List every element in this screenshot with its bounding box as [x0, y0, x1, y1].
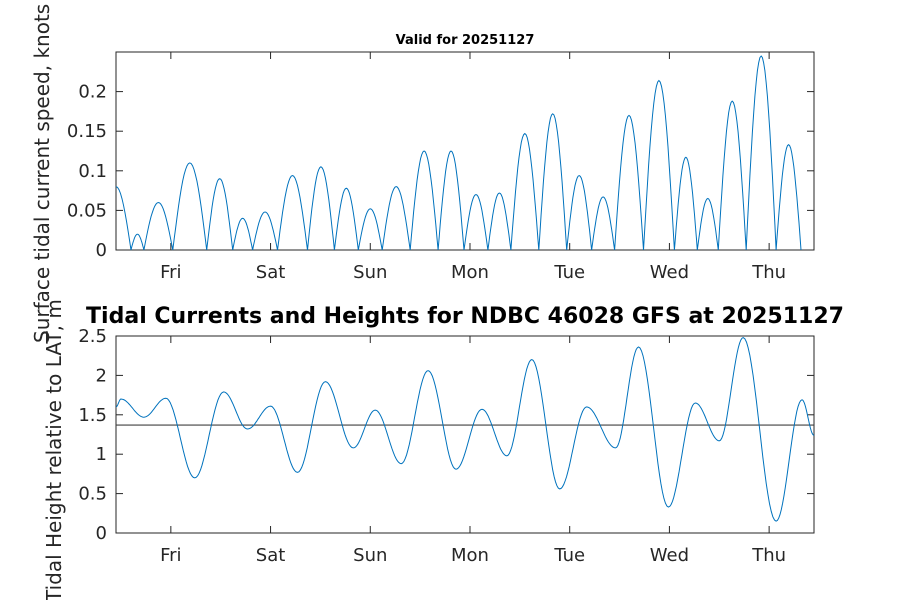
current-speed-line	[115, 55, 802, 251]
x-tick-label: Fri	[160, 262, 181, 283]
y-tick-label: 2	[96, 365, 107, 386]
x-tick-label: Fri	[160, 545, 181, 566]
y-tick-label: 2.5	[78, 326, 107, 347]
bottom-y-axis-label: Tidal Height relative to LAT, m	[42, 299, 66, 600]
x-tick-label: Sat	[256, 545, 286, 566]
y-tick-label: 1.5	[78, 405, 107, 426]
top-plot-frame	[115, 51, 815, 251]
x-tick-label: Tue	[553, 545, 585, 566]
y-tick-label: 0	[96, 240, 107, 261]
x-tick-label: Sun	[353, 545, 387, 566]
top-y-ticks: 0 0.05 0.1 0.15 0.2	[67, 82, 814, 261]
current-speed-chart: Valid for 20251127 0 0.05 0.1 0.15 0.2 Fri Sa…	[30, 4, 815, 343]
bottom-plot-frame	[115, 335, 815, 534]
y-tick-label: 0.05	[67, 200, 107, 221]
tidal-height-chart: 0 0.5 1 1.5 2 2.5 Fri Sat Sun Mon Tue Wed Thu Tidal…	[42, 299, 815, 600]
x-tick-label: Wed	[650, 262, 689, 283]
y-tick-label: 1	[96, 444, 107, 465]
x-tick-label: Mon	[451, 545, 489, 566]
x-tick-label: Sun	[353, 262, 387, 283]
x-tick-label: Tue	[553, 262, 585, 283]
bottom-x-ticks: Fri Sat Sun Mon Tue Wed Thu	[160, 336, 786, 566]
x-tick-label: Sat	[256, 262, 286, 283]
x-tick-label: Thu	[751, 545, 786, 566]
y-tick-label: 0.15	[67, 121, 107, 142]
figure-title: Tidal Currents and Heights for NDBC 4602…	[86, 304, 844, 329]
top-y-axis-label: Surface tidal current speed, knots	[30, 4, 54, 343]
x-tick-label: Wed	[650, 545, 689, 566]
y-tick-label: 0	[96, 523, 107, 544]
y-tick-label: 0.2	[78, 82, 107, 103]
y-tick-label: 0.1	[78, 161, 107, 182]
x-tick-label: Mon	[451, 262, 489, 283]
x-tick-label: Thu	[751, 262, 786, 283]
y-tick-label: 0.5	[78, 484, 107, 505]
top-x-ticks: Fri Sat Sun Mon Tue Wed Thu	[160, 52, 786, 283]
bottom-y-ticks: 0 0.5 1 1.5 2 2.5	[78, 326, 814, 544]
top-chart-title: Valid for 20251127	[396, 33, 535, 48]
tidal-height-line	[115, 337, 815, 522]
